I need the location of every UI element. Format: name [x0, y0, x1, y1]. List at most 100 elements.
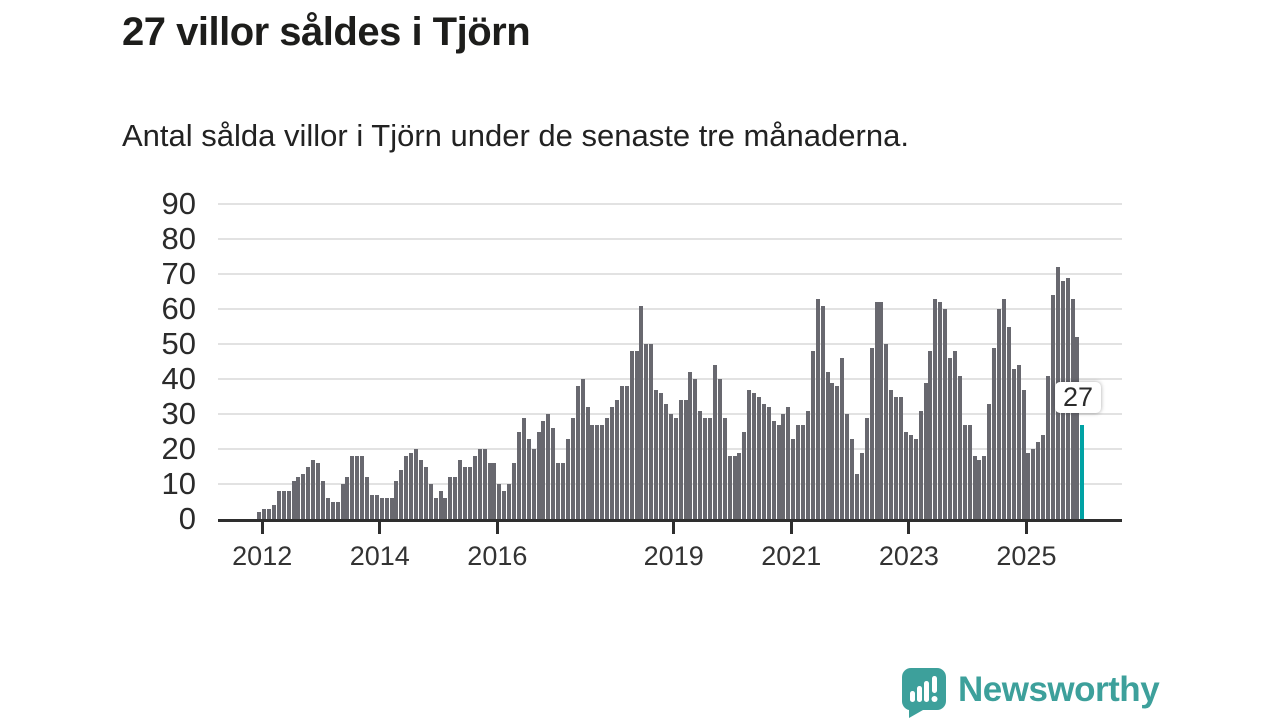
bar: [477, 449, 482, 519]
bar: [379, 498, 384, 519]
bar: [276, 491, 281, 519]
x-axis-label: 2012: [232, 541, 293, 571]
bar: [654, 389, 659, 519]
bar: [923, 382, 928, 519]
bar: [899, 396, 904, 519]
bar: [418, 459, 423, 519]
bar: [997, 309, 1002, 519]
bar: [810, 351, 815, 519]
bar: [889, 389, 894, 519]
x-axis-label: 2014: [349, 541, 410, 571]
bar: [659, 393, 664, 519]
bar: [703, 417, 708, 519]
highlighted-bar: [1080, 424, 1085, 519]
bar: [1021, 389, 1026, 519]
bar: [399, 470, 404, 519]
y-axis-label: 40: [161, 361, 196, 396]
bar: [693, 379, 698, 519]
bar: [492, 463, 497, 519]
y-axis-label: 10: [161, 466, 196, 501]
bar: [737, 452, 742, 519]
bar: [732, 456, 737, 519]
bar: [634, 351, 639, 519]
gridline: [218, 343, 1122, 345]
bar: [267, 508, 272, 519]
bar: [502, 491, 507, 519]
bar: [952, 351, 957, 519]
bar: [561, 463, 566, 519]
bar: [595, 424, 600, 519]
bar: [830, 382, 835, 519]
bar: [409, 452, 414, 519]
plot-area: 2012 2014 2016 2019 2021 2023 2025: [218, 203, 1122, 571]
bar: [389, 498, 394, 519]
bar: [487, 463, 492, 519]
x-axis-tick: [260, 522, 264, 534]
bar: [428, 484, 433, 519]
bar: [859, 452, 864, 519]
bar: [516, 431, 521, 519]
bar: [463, 466, 468, 519]
bar: [257, 512, 262, 519]
bar: [992, 347, 997, 519]
bar: [742, 431, 747, 519]
bar: [556, 463, 561, 519]
bar: [938, 302, 943, 519]
bar: [683, 400, 688, 519]
bar: [610, 407, 615, 519]
bar: [761, 403, 766, 519]
bar: [286, 491, 291, 519]
bar: [394, 480, 399, 519]
bar: [296, 477, 301, 519]
bar: [423, 466, 428, 519]
bar: [521, 417, 526, 519]
bar: [649, 344, 654, 519]
y-axis-label: 60: [161, 291, 196, 326]
bar: [482, 449, 487, 519]
bar: [712, 365, 717, 519]
bar: [467, 466, 472, 519]
bar: [600, 424, 605, 519]
bar: [781, 414, 786, 519]
bar: [580, 379, 585, 519]
bar: [472, 456, 477, 519]
bar: [536, 431, 541, 519]
bar: [271, 505, 276, 519]
bar: [854, 473, 859, 519]
bar: [345, 477, 350, 519]
bar: [585, 407, 590, 519]
bar: [850, 438, 855, 519]
y-axis-label: 20: [161, 431, 196, 466]
bar: [301, 473, 306, 519]
bar: [874, 302, 879, 519]
bar: [1026, 452, 1031, 519]
bar: [1050, 295, 1055, 519]
bar: [507, 484, 512, 519]
y-axis-label: 70: [161, 256, 196, 291]
bar: [987, 403, 992, 519]
bar: [747, 389, 752, 519]
bar: [698, 410, 703, 519]
bar: [1075, 337, 1080, 519]
y-axis-label: 50: [161, 326, 196, 361]
bar: [1006, 326, 1011, 519]
bar: [629, 351, 634, 519]
bar: [404, 456, 409, 519]
bar: [512, 463, 517, 519]
bar: [448, 477, 453, 519]
bar: [752, 393, 757, 519]
bar: [355, 456, 360, 519]
bar: [433, 498, 438, 519]
bar: [864, 417, 869, 519]
bar: [262, 508, 267, 519]
gridline: [218, 203, 1122, 205]
bar: [766, 407, 771, 519]
chart-subtitle: Antal sålda villor i Tjörn under de sena…: [122, 118, 909, 153]
x-axis-tick: [1024, 522, 1028, 534]
bar: [717, 379, 722, 519]
bar: [1041, 435, 1046, 519]
bar: [913, 438, 918, 519]
bar: [933, 298, 938, 519]
bar: [369, 494, 374, 519]
bar: [316, 463, 321, 519]
